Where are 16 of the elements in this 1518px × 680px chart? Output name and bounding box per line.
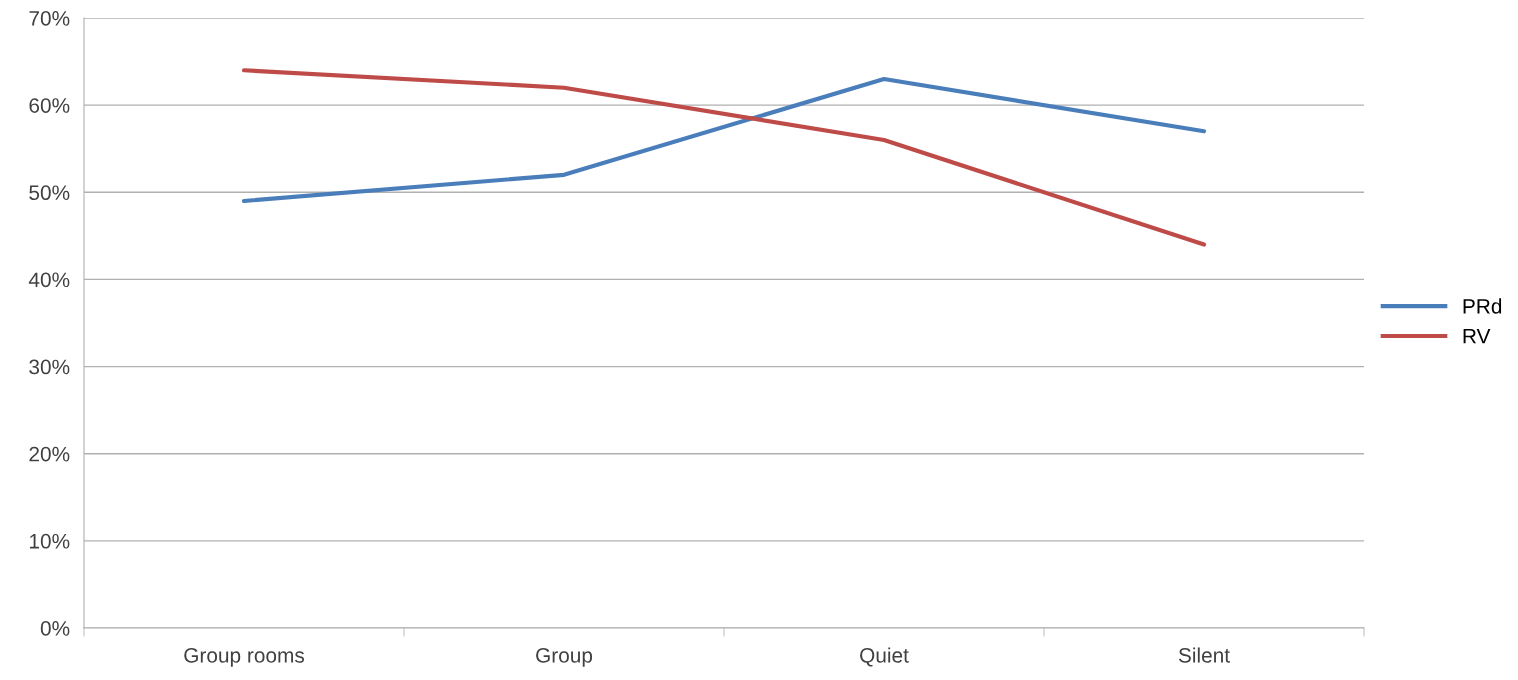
legend-label: RV	[1463, 328, 1491, 344]
x-tick-label: Group	[536, 647, 593, 667]
y-tick-label: 70%	[29, 11, 70, 26]
x-tick-label: Silent	[1178, 647, 1230, 663]
line-series	[241, 76, 1207, 204]
y-tick-label: 50%	[29, 185, 70, 201]
y-tick-label: 40%	[28, 272, 70, 288]
x-tick-label: Group rooms	[184, 647, 305, 667]
y-tick-label: 20%	[29, 446, 70, 462]
legend-label: PRd	[1463, 298, 1502, 314]
line-series	[241, 68, 1207, 247]
x-tick-label: Quiet	[860, 647, 909, 667]
y-tick-label: 10%	[30, 533, 70, 549]
y-tick-label: 30%	[29, 359, 70, 375]
y-tick-label: 60%	[29, 98, 70, 113]
y-tick-label: 0%	[40, 621, 70, 636]
